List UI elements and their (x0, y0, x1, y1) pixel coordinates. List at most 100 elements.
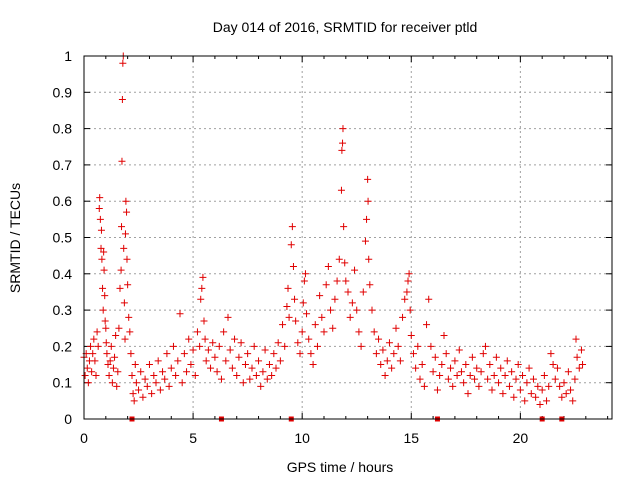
data-point (196, 342, 204, 350)
data-point (105, 371, 113, 379)
grid-lines (84, 55, 612, 419)
data-point (96, 194, 104, 202)
data-point (276, 357, 284, 365)
data-point (348, 299, 356, 307)
data-point (409, 350, 417, 358)
data-point (538, 386, 546, 394)
data-point (451, 357, 459, 365)
data-point (438, 361, 446, 369)
data-point (81, 371, 89, 379)
y-tick-label: 0.7 (53, 157, 73, 173)
data-point (284, 284, 292, 292)
data-point (101, 292, 109, 300)
x-tick-label: 5 (189, 430, 197, 446)
data-point (499, 390, 507, 398)
data-point (99, 284, 107, 292)
data-point (118, 223, 126, 231)
data-point (329, 324, 337, 332)
data-point (355, 328, 363, 336)
data-point (390, 350, 398, 358)
data-point (406, 306, 414, 314)
data-point (288, 223, 296, 231)
data-point (114, 368, 122, 376)
data-point (143, 382, 151, 390)
data-point (145, 361, 153, 369)
y-tick-label: 0.5 (53, 230, 73, 246)
data-point (272, 364, 280, 372)
data-point (250, 342, 258, 350)
data-point (141, 375, 149, 383)
data-point (89, 350, 97, 358)
data-point (148, 390, 156, 398)
data-point (492, 353, 500, 361)
data-point (235, 353, 243, 361)
data-point (320, 328, 328, 336)
data-point (226, 346, 234, 354)
data-point (433, 386, 441, 394)
data-point (479, 350, 487, 358)
data-point (353, 306, 361, 314)
data-point (127, 350, 135, 358)
data-point (547, 350, 555, 358)
data-point (368, 306, 376, 314)
data-point (248, 364, 256, 372)
data-point (220, 328, 228, 336)
data-point (187, 361, 195, 369)
data-point (96, 215, 104, 223)
data-point (197, 295, 205, 303)
data-point (285, 313, 293, 321)
data-point (366, 281, 374, 289)
data-point (420, 382, 428, 390)
data-point (130, 397, 138, 405)
data-point (156, 386, 164, 394)
data-point (178, 379, 186, 387)
data-point (303, 310, 311, 318)
data-point (159, 368, 167, 376)
data-point (564, 368, 572, 376)
data-point (377, 361, 385, 369)
data-point (379, 346, 387, 354)
data-point (215, 342, 223, 350)
data-point (324, 263, 332, 271)
y-tick-label: 0.8 (53, 121, 73, 137)
data-point (301, 270, 309, 278)
data-points (80, 52, 587, 422)
data-point (113, 382, 121, 390)
data-point (289, 263, 297, 271)
data-point (351, 266, 359, 274)
x-tick-label: 10 (294, 430, 310, 446)
data-point (534, 382, 542, 390)
data-point (287, 241, 295, 249)
data-point (429, 368, 437, 376)
data-point (121, 230, 129, 238)
y-tick-label: 0.3 (53, 302, 73, 318)
data-point (431, 353, 439, 361)
data-point (455, 346, 463, 354)
data-point (201, 335, 209, 343)
data-point (84, 379, 92, 387)
axis-ticks: 00.10.20.30.40.50.60.70.80.910 5 10 15 20 (53, 48, 612, 446)
data-point (473, 364, 481, 372)
data-point (281, 342, 289, 350)
data-point (436, 371, 444, 379)
data-point (339, 139, 347, 147)
chart-title: Day 014 of 2016, SRMTID for receiver ptl… (213, 19, 478, 35)
data-point (383, 357, 391, 365)
data-point (165, 382, 173, 390)
data-point (527, 390, 535, 398)
data-point (364, 175, 372, 183)
data-point (207, 364, 215, 372)
data-point (241, 361, 249, 369)
data-point (87, 342, 95, 350)
data-point (519, 371, 527, 379)
data-point (571, 375, 579, 383)
data-point (274, 339, 282, 347)
data-point (199, 273, 207, 281)
data-point (357, 342, 365, 350)
data-point (299, 299, 307, 307)
data-point (572, 335, 580, 343)
data-point (481, 342, 489, 350)
data-point (122, 197, 130, 205)
data-point (163, 350, 171, 358)
data-point (118, 157, 126, 165)
